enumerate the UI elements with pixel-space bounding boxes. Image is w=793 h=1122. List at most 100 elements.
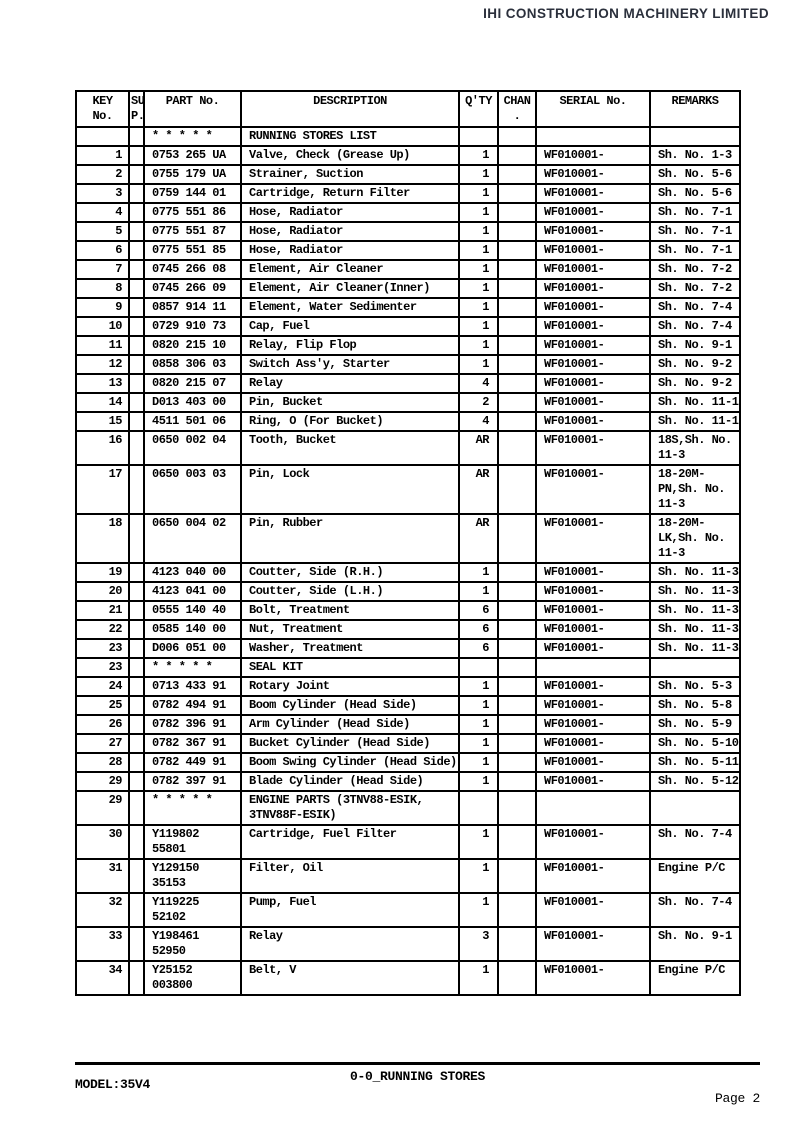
- cell-serial: WF010001-: [535, 335, 651, 356]
- cell-remarks: Engine P/C: [649, 960, 741, 996]
- cell-chan: [497, 824, 537, 860]
- table-row: 23 * * * * * SEAL KIT: [75, 657, 741, 678]
- table-row: 7 0745 266 08 Element, Air Cleaner 1 WF01000…: [75, 259, 741, 280]
- cell-remarks: Sh. No. 5-8: [649, 695, 741, 716]
- cell-key: 25: [75, 695, 130, 716]
- cell-sup: [128, 221, 145, 242]
- table-row: 23 D006 051 00 Washer, Treatment 6 WF010001-…: [75, 638, 741, 659]
- cell-qty: 1: [458, 240, 499, 261]
- cell-description: Nut, Treatment: [240, 619, 460, 640]
- cell-key: 11: [75, 335, 130, 356]
- page-number: Page 2: [714, 1091, 760, 1106]
- cell-qty: [458, 126, 499, 147]
- cell-key: 31: [75, 858, 130, 894]
- cell-chan: [497, 858, 537, 894]
- cell-part: 0775 551 86: [143, 202, 242, 223]
- cell-qty: 1: [458, 752, 499, 773]
- cell-part: 0650 003 03: [143, 464, 242, 515]
- cell-chan: [497, 411, 537, 432]
- cell-part: 0585 140 00: [143, 619, 242, 640]
- cell-description: Relay, Flip Flop: [240, 335, 460, 356]
- cell-qty: 1: [458, 714, 499, 735]
- cell-chan: [497, 145, 537, 166]
- cell-sup: [128, 638, 145, 659]
- cell-chan: [497, 202, 537, 223]
- cell-serial: WF010001-: [535, 164, 651, 185]
- cell-remarks: Sh. No. 5-6: [649, 183, 741, 204]
- table-row: 1 0753 265 UA Valve, Check (Grease Up) 1 WF0…: [75, 145, 741, 166]
- cell-key: 13: [75, 373, 130, 394]
- cell-serial: WF010001-: [535, 960, 651, 996]
- cell-description: Coutter, Side (R.H.): [240, 562, 460, 583]
- cell-remarks: Sh. No. 11-3: [649, 581, 741, 602]
- header-cell-sup: SU P.: [128, 90, 145, 128]
- company-name: IHI CONSTRUCTION MACHINERY LIMITED: [483, 6, 769, 21]
- cell-remarks: 18S,Sh. No. 11-3: [649, 430, 741, 466]
- cell-remarks: Sh. No. 7-1: [649, 202, 741, 223]
- cell-key: 7: [75, 259, 130, 280]
- cell-description: Relay: [240, 373, 460, 394]
- cell-serial: WF010001-: [535, 354, 651, 375]
- cell-chan: [497, 638, 537, 659]
- table-row: 30 Y119802 55801 Cartridge, Fuel Filter 1 WF0…: [75, 824, 741, 860]
- cell-sup: [128, 411, 145, 432]
- cell-chan: [497, 752, 537, 773]
- cell-remarks: Sh. No. 7-4: [649, 892, 741, 928]
- cell-description: Belt, V: [240, 960, 460, 996]
- table-row: 19 4123 040 00 Coutter, Side (R.H.) 1 WF0100…: [75, 562, 741, 583]
- cell-sup: [128, 676, 145, 697]
- cell-sup: [128, 657, 145, 678]
- table-row: 8 0745 266 09 Element, Air Cleaner(Inner) 1…: [75, 278, 741, 299]
- cell-remarks: Sh. No. 9-1: [649, 926, 741, 962]
- cell-description: Rotary Joint: [240, 676, 460, 697]
- cell-remarks: Sh. No. 5-9: [649, 714, 741, 735]
- cell-remarks: Sh. No. 11-3: [649, 638, 741, 659]
- cell-chan: [497, 259, 537, 280]
- cell-sup: [128, 581, 145, 602]
- cell-key: 21: [75, 600, 130, 621]
- cell-part: 0782 396 91: [143, 714, 242, 735]
- table-row: 25 0782 494 91 Boom Cylinder (Head Side) 1 W…: [75, 695, 741, 716]
- table-row: 32 Y119225 52102 Pump, Fuel 1 WF010001- Sh. No…: [75, 892, 741, 928]
- cell-qty: 1: [458, 183, 499, 204]
- cell-description: Valve, Check (Grease Up): [240, 145, 460, 166]
- cell-key: 26: [75, 714, 130, 735]
- cell-part: Y119802 55801: [143, 824, 242, 860]
- cell-qty: 1: [458, 892, 499, 928]
- table-row: 34 Y25152 003800 Belt, V 1 WF010001- Engine P/…: [75, 960, 741, 996]
- cell-qty: 1: [458, 858, 499, 894]
- table-row: 22 0585 140 00 Nut, Treatment 6 WF010001- Sh.…: [75, 619, 741, 640]
- table-row: 27 0782 367 91 Bucket Cylinder (Head Side)…: [75, 733, 741, 754]
- cell-chan: [497, 221, 537, 242]
- cell-sup: [128, 824, 145, 860]
- cell-serial: [535, 657, 651, 678]
- cell-description: ENGINE PARTS (3TNV88-ESIK, 3TNV88F-ESIK): [240, 790, 460, 826]
- header-cell-qty: Q'TY: [458, 90, 499, 128]
- cell-description: Element, Air Cleaner(Inner): [240, 278, 460, 299]
- cell-part: 0782 397 91: [143, 771, 242, 792]
- cell-serial: [535, 790, 651, 826]
- cell-serial: WF010001-: [535, 581, 651, 602]
- cell-serial: WF010001-: [535, 714, 651, 735]
- cell-qty: 6: [458, 638, 499, 659]
- cell-chan: [497, 164, 537, 185]
- cell-key: 17: [75, 464, 130, 515]
- cell-key: 16: [75, 430, 130, 466]
- cell-part: 0745 266 09: [143, 278, 242, 299]
- cell-chan: [497, 790, 537, 826]
- table-row: 29 0782 397 91 Blade Cylinder (Head Side) 1…: [75, 771, 741, 792]
- cell-chan: [497, 771, 537, 792]
- cell-sup: [128, 926, 145, 962]
- cell-serial: [535, 126, 651, 147]
- cell-description: Pin, Lock: [240, 464, 460, 515]
- cell-sup: [128, 464, 145, 515]
- cell-part: 0782 449 91: [143, 752, 242, 773]
- cell-serial: WF010001-: [535, 297, 651, 318]
- cell-remarks: [649, 790, 741, 826]
- cell-description: Relay: [240, 926, 460, 962]
- header-cell-chan: CHAN.: [497, 90, 537, 128]
- cell-description: Cartridge, Fuel Filter: [240, 824, 460, 860]
- cell-key: 18: [75, 513, 130, 564]
- cell-chan: [497, 278, 537, 299]
- cell-description: SEAL KIT: [240, 657, 460, 678]
